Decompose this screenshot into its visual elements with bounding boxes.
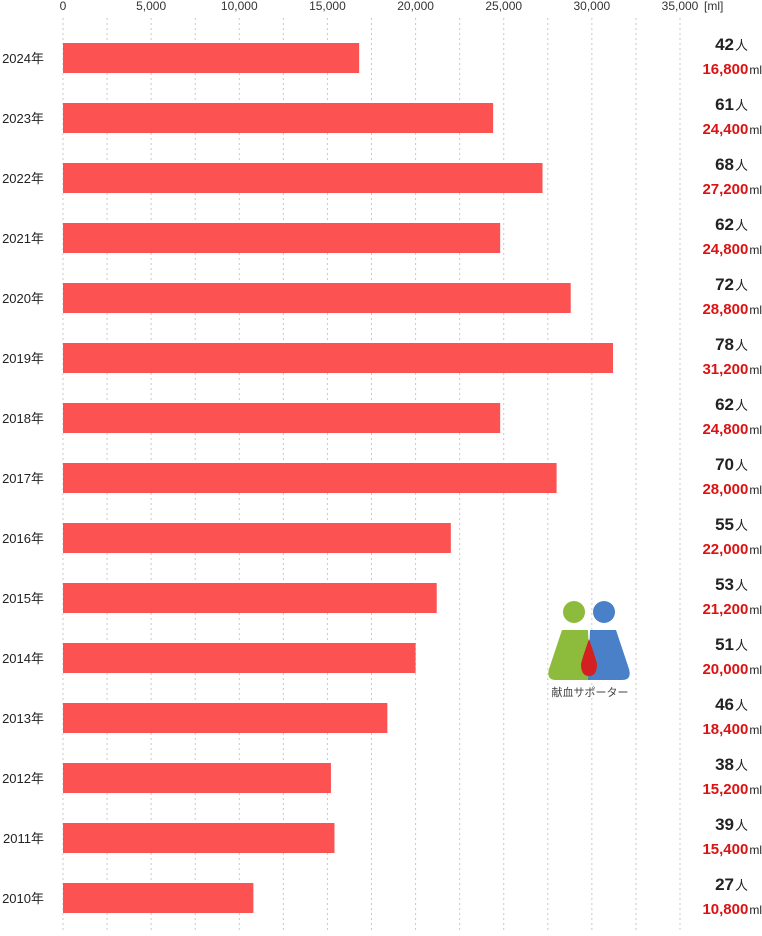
year-labels: 2024年 2023年 2022年 2021年 2020年 2019年 2018年 2017年…	[2, 51, 44, 906]
volume-label: 22,000ml	[702, 541, 762, 558]
bar	[63, 463, 557, 493]
donor-count-label: 27人	[715, 875, 748, 894]
volume-label: 24,800ml	[702, 241, 762, 258]
x-axis-unit-label: [ml]	[704, 0, 723, 13]
year-label: 2013年	[2, 711, 44, 726]
value-labels: 42人 16,800ml 61人 24,400ml 68人 27,200ml 62人 24,8…	[702, 35, 762, 918]
bar	[63, 703, 388, 733]
year-label: 2017年	[2, 471, 44, 486]
donor-count-label: 51人	[715, 635, 748, 654]
bars	[63, 43, 614, 913]
x-tick-label: 20,000	[397, 0, 434, 13]
volume-label: 27,200ml	[702, 181, 762, 198]
year-label: 2018年	[2, 411, 44, 426]
volume-label: 20,000ml	[702, 661, 762, 678]
volume-label: 15,400ml	[702, 841, 762, 858]
year-label: 2014年	[2, 651, 44, 666]
x-tick-label: 35,000	[662, 0, 699, 13]
bar	[63, 223, 501, 253]
donor-count-label: 61人	[715, 95, 748, 114]
x-axis-ticks: 0 5,000 10,000 15,000 20,000 25,000 30,000 35,0…	[60, 0, 699, 13]
bar	[63, 343, 614, 373]
donor-count-label: 72人	[715, 275, 748, 294]
bar	[63, 523, 451, 553]
bar	[63, 583, 437, 613]
donor-count-label: 53人	[715, 575, 748, 594]
volume-label: 31,200ml	[702, 361, 762, 378]
donor-count-label: 55人	[715, 515, 748, 534]
volume-label: 15,200ml	[702, 781, 762, 798]
volume-label: 24,400ml	[702, 121, 762, 138]
bar	[63, 763, 331, 793]
supporter-figures-icon	[548, 601, 630, 680]
x-tick-label: 10,000	[221, 0, 258, 13]
x-tick-label: 5,000	[136, 0, 166, 13]
bar	[63, 883, 254, 913]
year-label: 2024年	[2, 51, 44, 66]
year-label: 2010年	[2, 891, 44, 906]
donor-count-label: 46人	[715, 695, 748, 714]
year-label: 2021年	[2, 231, 44, 246]
year-label: 2023年	[2, 111, 44, 126]
year-label: 2011年	[3, 831, 44, 846]
bar	[63, 283, 571, 313]
volume-label: 21,200ml	[702, 601, 762, 618]
logo-text: 献血サポーター	[552, 685, 629, 699]
x-tick-label: 30,000	[574, 0, 611, 13]
bar	[63, 823, 335, 853]
volume-label: 28,800ml	[702, 301, 762, 318]
volume-label: 24,800ml	[702, 421, 762, 438]
year-label: 2015年	[2, 591, 44, 606]
donor-count-label: 70人	[715, 455, 748, 474]
donation-supporter-logo: 献血サポーター	[548, 601, 630, 699]
donor-count-label: 39人	[715, 815, 748, 834]
donor-count-label: 42人	[715, 35, 748, 54]
donor-count-label: 62人	[715, 395, 748, 414]
donor-count-label: 38人	[715, 755, 748, 774]
volume-label: 18,400ml	[702, 721, 762, 738]
bar	[63, 403, 501, 433]
donor-count-label: 62人	[715, 215, 748, 234]
volume-label: 28,000ml	[702, 481, 762, 498]
bar	[63, 103, 494, 133]
volume-label: 10,800ml	[702, 901, 762, 918]
donor-count-label: 68人	[715, 155, 748, 174]
donor-count-label: 78人	[715, 335, 748, 354]
year-label: 2022年	[2, 171, 44, 186]
bar	[63, 43, 360, 73]
bar	[63, 163, 543, 193]
volume-label: 16,800ml	[702, 61, 762, 78]
x-tick-label: 15,000	[309, 0, 346, 13]
year-label: 2016年	[2, 531, 44, 546]
year-label: 2012年	[2, 771, 44, 786]
bar	[63, 643, 416, 673]
year-label: 2019年	[2, 351, 44, 366]
x-tick-label: 25,000	[485, 0, 522, 13]
year-label: 2020年	[2, 291, 44, 306]
x-tick-label: 0	[60, 0, 67, 13]
